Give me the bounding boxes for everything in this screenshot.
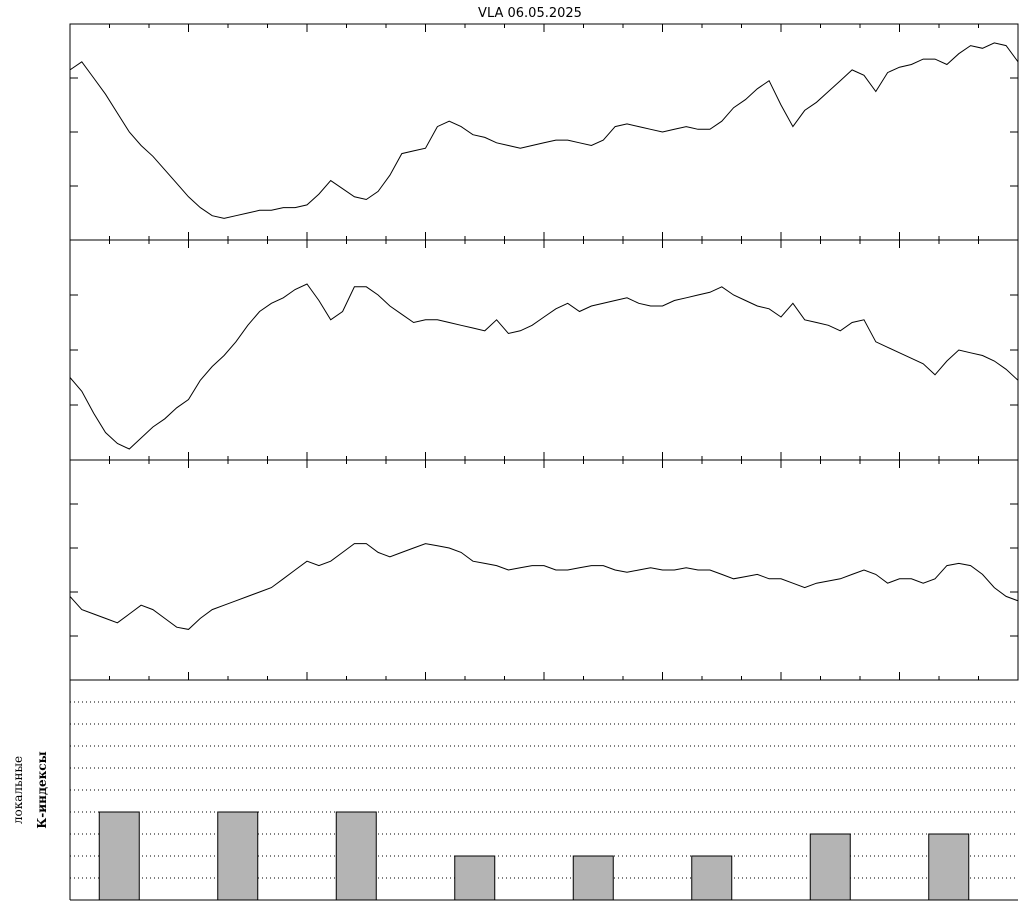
series-line [69,543,1019,630]
plot-frame [69,23,1019,241]
y-axis-label-line-1: локальные [11,756,25,824]
k-index-bar [217,811,259,901]
y-axis-label-line-2: К-индексы [35,751,49,828]
k-index-bar [572,855,614,901]
k-index-bar [98,811,140,901]
series-line [69,283,1019,450]
panel-h [69,239,1019,461]
panel-d [69,23,1019,241]
k-index-bar [335,811,377,901]
k-index-bar [691,855,733,901]
series-line [69,42,1019,219]
k-index-bar [809,833,851,901]
chart-title: VLA 06.05.2025 [478,6,582,21]
k-index-bar [454,855,496,901]
panel-k-index: локальные К-индексы [11,680,1018,901]
k-index-bar [928,833,970,901]
plot-frame [69,239,1019,461]
plot-frame [69,459,1019,681]
panel-z [69,459,1019,681]
